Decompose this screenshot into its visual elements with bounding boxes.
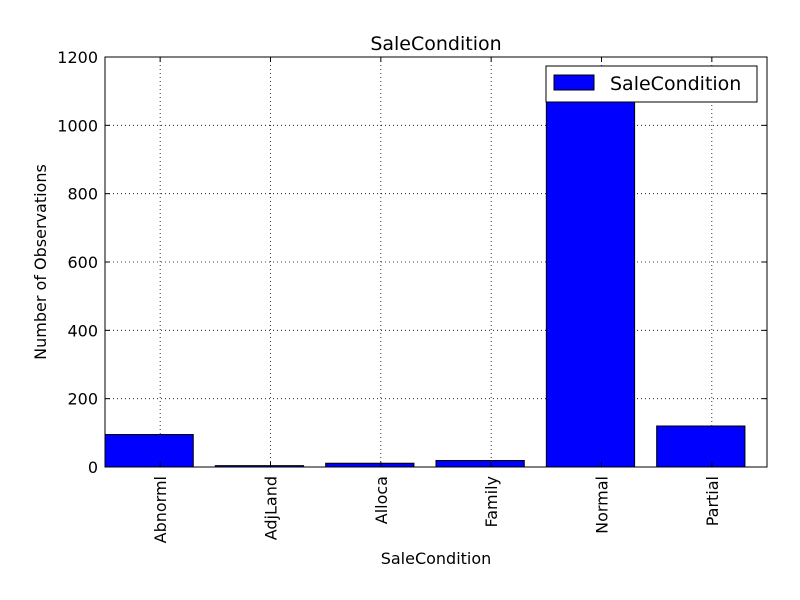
bar-abnorml: [104, 434, 194, 468]
x-tick-label: AdjLand: [262, 476, 281, 540]
legend: SaleCondition: [545, 65, 758, 103]
ticks: [105, 56, 767, 468]
x-tick-label: Partial: [703, 476, 722, 526]
y-tick-label: 1000: [57, 116, 98, 135]
chart-title: SaleCondition: [370, 33, 501, 55]
y-tick-label: 1200: [57, 48, 98, 67]
y-axis-label: Number of Observations: [31, 164, 50, 360]
bars: [104, 99, 746, 468]
x-axis-label: SaleCondition: [381, 549, 492, 568]
y-tick-label: 200: [67, 390, 98, 409]
y-tick-label: 400: [67, 321, 98, 340]
bar-alloca: [325, 462, 415, 468]
bar-normal: [545, 99, 636, 468]
y-tick-label: 600: [67, 253, 98, 272]
legend-swatch: [553, 74, 595, 91]
tick-labels: 0 200 400 600 800 1000 1200 Abnorml AdjLand Alloc…: [57, 48, 722, 543]
bar-partial: [656, 425, 746, 468]
x-tick-label: Alloca: [372, 476, 391, 524]
bar-family: [435, 460, 525, 468]
legend-label: SaleCondition: [610, 73, 741, 95]
x-tick-label: Family: [482, 476, 501, 527]
x-tick-label: Abnorml: [151, 476, 170, 543]
x-tick-label: Normal: [593, 476, 612, 534]
y-tick-label: 800: [67, 185, 98, 204]
y-tick-label: 0: [88, 458, 98, 477]
